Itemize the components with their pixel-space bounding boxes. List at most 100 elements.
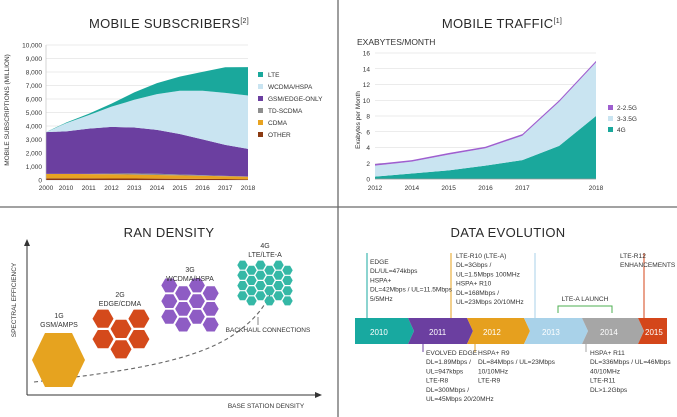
lte-a-bracket	[557, 305, 613, 313]
note-line: 40/10MHz	[590, 368, 620, 375]
x-tick-label: 2014	[150, 185, 165, 192]
hexagon-cell	[282, 286, 293, 296]
y-tick-label: 10,000	[22, 43, 42, 50]
hexagon-cell	[282, 275, 293, 285]
note-line: DL/UL=474kbps	[370, 268, 418, 275]
y-tick-label: 9,000	[26, 56, 43, 63]
x-tick-label: 2017	[515, 185, 530, 192]
note-line: HSPA+ R9	[478, 350, 510, 357]
hexagon-cell	[246, 265, 257, 275]
legend-label: WCDMA/HSPA	[268, 84, 313, 91]
note-line: LTE-R11	[590, 378, 616, 385]
gen-3g-label: 3G	[185, 267, 194, 274]
traffic-areas	[375, 60, 596, 180]
hexagon-cell	[264, 265, 275, 275]
year-2011-label: 2011	[429, 328, 447, 337]
hexagon-cell	[161, 309, 178, 324]
subscribers-y-axis-label: MOBILE SUBSCRIPTIONS (MILLION)	[4, 54, 11, 166]
hexagon-cell	[246, 296, 257, 306]
evolution-2015-notes: LTE-R12 ENHANCEMENTS	[620, 253, 676, 269]
y-tick-label: 3,000	[26, 137, 43, 144]
traffic-legend: 2-2.5G 3-3.5G 4G	[608, 105, 637, 134]
hexagon-cell	[175, 317, 192, 332]
hexagon-cell	[237, 260, 248, 270]
y-tick-label: 14	[363, 66, 371, 73]
series-area-lte	[46, 67, 248, 133]
traffic-y-ticks: 0 2 4 6 8 10 12 14 16	[363, 51, 371, 184]
hexagon-cell	[92, 309, 114, 328]
legend-swatch	[258, 96, 263, 101]
x-tick-label: 2017	[218, 185, 233, 192]
hexagon-cell	[202, 302, 219, 316]
note-line: DL=300Mbps /	[426, 387, 469, 394]
series-area-td-scdma	[46, 173, 248, 177]
ran-dashed-curve	[33, 289, 273, 383]
note-line: LTE-R12	[620, 253, 646, 260]
x-tick-label: 2012	[368, 185, 383, 192]
x-tick-label: 2014	[405, 185, 420, 192]
note-line: LTE-R10 (LTE-A)	[456, 253, 506, 260]
hexagon-cell	[110, 319, 132, 338]
gen-3g-hexagons-icon	[161, 278, 219, 332]
x-tick-label: 2016	[195, 185, 210, 192]
note-line: HSPA+ R11	[590, 350, 625, 357]
hexagon-cell	[161, 294, 178, 308]
lte-a-launch-label: LTE-A LAUNCH	[562, 296, 609, 303]
note-line: HSPA+	[370, 277, 391, 284]
gen-4g-tech: LTE/LTE-A	[248, 252, 282, 259]
note-line: LTE-R9	[478, 378, 501, 385]
y-tick-label: 7,000	[26, 83, 43, 90]
note-line: UL=1.5Mbps 100MHz	[456, 271, 520, 278]
x-tick-label: 2018	[589, 185, 604, 192]
note-line: DL=336Mbps / UL=46Mbps	[590, 359, 671, 366]
subscribers-legend: LTE WCDMA/HSPA GSM/EDGE-ONLY TD-SCDMA CDMA OT…	[258, 72, 323, 139]
gen-4g-label: 4G	[260, 243, 269, 250]
y-tick-label: 12	[363, 82, 371, 89]
traffic-x-ticks: 2012 2014 2015 2016 2017 2018	[368, 185, 604, 192]
legend-label: CDMA	[268, 120, 288, 127]
ran-y-arrow-icon	[24, 239, 30, 246]
evolution-2010-notes: EDGE DL/UL=474kbps HSPA+ DL=42Mbps / UL=11.…	[370, 259, 453, 303]
x-tick-label: 2015	[441, 185, 456, 192]
gen-3g-tech: WCDMA/HSPA	[166, 276, 214, 283]
series-area-gsm-edge-only	[46, 126, 248, 177]
year-2010-label: 2010	[370, 328, 388, 337]
hexagon-cell	[255, 270, 266, 280]
x-tick-label: 2000	[39, 185, 54, 192]
hexagon-cell	[255, 291, 266, 301]
x-tick-label: 2015	[173, 185, 188, 192]
legend-swatch	[258, 84, 263, 89]
gen-1g-hexagon-icon	[32, 333, 85, 387]
hexagon-cell	[92, 330, 114, 349]
note-line: DL>1.2Gbps	[590, 387, 628, 394]
x-tick-label: 2018	[241, 185, 256, 192]
y-tick-label: 2,000	[26, 151, 43, 158]
year-2015-segment	[638, 318, 667, 344]
subscribers-title: MOBILE SUBSCRIBERS[2]	[89, 16, 249, 31]
hexagon-cell	[161, 278, 178, 293]
series-area-wcdma-hspa	[46, 90, 248, 149]
ran-y-axis-label: SPECTRAL EFFICIENCY	[11, 262, 18, 337]
note-line: UL=23Mbps 20/10MHz	[456, 299, 524, 306]
year-2013-segment	[524, 318, 588, 344]
year-2015-label: 2015	[645, 328, 663, 337]
hexagon-cell	[202, 286, 219, 301]
hexagon-cell	[273, 260, 284, 270]
hexagon-cell	[128, 309, 150, 328]
y-tick-label: 0	[366, 177, 370, 184]
ran-title: RAN DENSITY	[124, 225, 215, 240]
hexagon-cell	[273, 270, 284, 280]
x-tick-label: 2011	[82, 185, 96, 192]
subscribers-panel: MOBILE SUBSCRIBERS[2] MOBILE SUBSCRIPTIO…	[4, 16, 323, 192]
x-tick-label: 2016	[478, 185, 493, 192]
ran-panel: RAN DENSITY SPECTRAL EFFICIENCY BASE STA…	[11, 225, 322, 410]
hexagon-cell	[188, 294, 205, 308]
gen-1g-label: 1G	[54, 313, 63, 320]
legend-swatch	[608, 105, 613, 110]
y-tick-label: 10	[363, 98, 371, 105]
legend-swatch	[258, 72, 263, 77]
note-line: LTE-R8	[426, 378, 449, 385]
hexagon-cell	[273, 291, 284, 301]
traffic-y-axis-label: Exabytes per Month	[355, 91, 362, 149]
y-tick-label: 6	[366, 129, 370, 136]
